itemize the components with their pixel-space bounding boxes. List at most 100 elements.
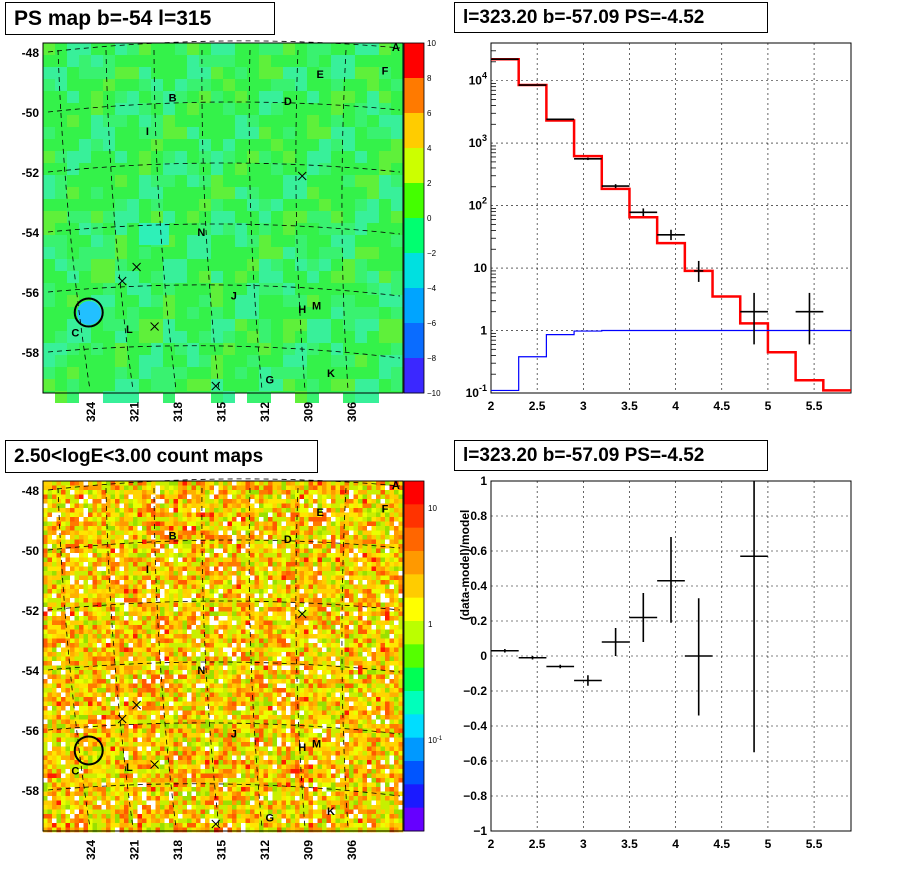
ps-map-cell — [55, 331, 67, 343]
count-map-pixel — [281, 566, 287, 572]
count-map-pixel — [344, 580, 350, 585]
count-map-pixel — [322, 683, 327, 689]
count-map-pixel — [65, 611, 71, 617]
count-map-pixel — [182, 521, 188, 527]
ps-map-cell — [103, 391, 115, 403]
count-map-pixel — [308, 701, 314, 707]
count-map-pixel — [358, 562, 363, 567]
count-map-pixel — [119, 562, 125, 567]
ps-map-cell — [55, 391, 67, 403]
ps-map-cell — [259, 67, 271, 79]
count-map-pixel — [110, 647, 116, 653]
count-map-pixel — [92, 593, 98, 599]
count-map-pixel — [353, 634, 359, 639]
count-map-pixel — [200, 638, 206, 644]
count-map-pixel — [173, 503, 179, 509]
count-map-pixel — [97, 494, 102, 500]
count-map-pixel — [340, 715, 345, 720]
count-map-pixel — [142, 656, 147, 662]
count-map-pixel — [326, 589, 332, 594]
count-map-pixel — [88, 481, 93, 486]
count-map-pixel — [101, 701, 107, 707]
count-map-pixel — [128, 706, 134, 711]
count-map-pixel — [128, 584, 134, 590]
count-map-pixel — [227, 517, 233, 522]
count-map-pixel — [209, 679, 215, 684]
count-map-pixel — [151, 683, 156, 689]
count-map-pixel — [79, 589, 84, 594]
count-map-pixel — [335, 557, 341, 563]
count-map-pixel — [97, 697, 102, 702]
count-map-pixel — [254, 548, 260, 554]
count-map-pixel — [380, 688, 386, 693]
count-map-pixel — [344, 553, 350, 558]
ps-map-cell — [391, 139, 403, 151]
count-map-pixel — [200, 665, 206, 671]
count-map-pixel — [331, 719, 336, 725]
count-map-pixel — [187, 647, 192, 653]
count-map-pixel — [128, 512, 134, 518]
count-map-pixel — [88, 724, 93, 729]
count-map-pixel — [317, 481, 323, 486]
count-map-pixel — [326, 688, 332, 693]
count-map-pixel — [358, 616, 363, 621]
count-map-pixel — [308, 530, 314, 536]
count-map-pixel — [133, 652, 138, 657]
count-map-pixel — [191, 580, 197, 585]
count-map-pixel — [47, 553, 53, 558]
count-map-pixel — [43, 544, 48, 549]
count-map-pixel — [344, 548, 350, 554]
count-map-pixel — [47, 715, 53, 720]
count-map-pixel — [376, 593, 381, 599]
ps-map-source-label: D — [284, 96, 292, 108]
count-map-pixel — [353, 683, 359, 689]
count-map-pixel — [164, 607, 170, 612]
count-map-pixel — [169, 661, 174, 666]
count-map-pixel — [214, 580, 219, 585]
count-map-pixel — [173, 571, 179, 576]
count-map-pixel — [128, 679, 134, 684]
count-map-pixel — [227, 481, 233, 486]
count-map-pixel — [164, 652, 170, 657]
count-map-pixel — [250, 652, 255, 657]
count-map-pixel — [43, 494, 48, 500]
count-map-pixel — [308, 692, 314, 698]
count-map-pixel — [79, 634, 84, 639]
count-map-pixel — [268, 485, 273, 491]
count-map-pixel — [52, 625, 57, 630]
count-map-pixel — [83, 512, 89, 518]
count-map-pixel — [322, 557, 327, 563]
ps-map-y-tick-label: -54 — [22, 226, 40, 240]
count-map-pixel — [349, 539, 354, 545]
count-map-pixel — [263, 544, 269, 549]
count-map-pixel — [43, 580, 48, 585]
count-map-pixel — [79, 728, 84, 734]
count-map-pixel — [101, 647, 107, 653]
count-map-pixel — [277, 665, 282, 671]
count-map-pixel — [380, 625, 386, 630]
count-map-pixel — [340, 652, 345, 657]
count-map-pixel — [322, 539, 327, 545]
count-map-pixel — [331, 697, 336, 702]
count-map-pixel — [79, 688, 84, 693]
count-map-pixel — [151, 679, 156, 684]
count-map-pixel — [254, 503, 260, 509]
ps-map-cell — [307, 55, 319, 67]
count-map-pixel — [389, 697, 395, 702]
count-map-pixel — [200, 584, 206, 590]
count-map-pixel — [115, 620, 120, 626]
count-map-pixel — [169, 571, 174, 576]
count-map-pixel — [250, 566, 255, 572]
count-map-pixel — [160, 652, 165, 657]
count-map-pixel — [322, 589, 327, 594]
count-map-pixel — [133, 625, 138, 630]
count-map-pixel — [43, 701, 48, 707]
count-map-pixel — [245, 544, 251, 549]
count-map-pixel — [362, 710, 368, 716]
count-map-pixel — [70, 575, 75, 581]
ps-map-cell — [91, 187, 103, 199]
count-map-pixel — [362, 719, 368, 725]
count-map-pixel — [133, 598, 138, 603]
count-map-pixel — [79, 625, 84, 630]
count-map-pixel — [164, 508, 170, 513]
